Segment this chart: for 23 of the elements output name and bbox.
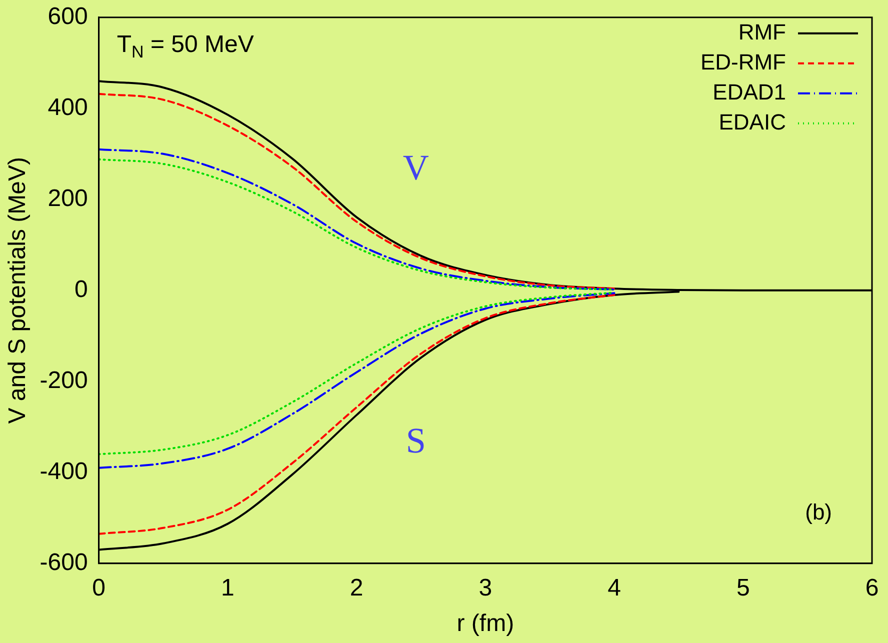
- x-tick-label: 2: [350, 574, 364, 602]
- y-tick-label: -600: [40, 549, 88, 576]
- y-tick-label: 200: [48, 185, 88, 212]
- y-tick-label: -200: [40, 367, 88, 394]
- x-tick-label: 1: [221, 574, 234, 602]
- x-tick-label: 5: [736, 574, 750, 602]
- y-tick-label: 600: [48, 3, 88, 30]
- legend-label: EDAD1: [712, 79, 786, 104]
- y-tick-label: 0: [74, 276, 88, 304]
- x-tick-label: 0: [92, 574, 106, 602]
- legend-label: RMF: [738, 19, 786, 44]
- y-tick-label: -400: [40, 458, 88, 486]
- y-tick-label: 400: [48, 94, 88, 122]
- x-tick-label: 4: [608, 574, 621, 602]
- x-tick-label: 6: [865, 574, 879, 602]
- x-tick-label: 3: [478, 574, 492, 602]
- legend-label: ED-RMF: [700, 49, 786, 74]
- annotation: V: [402, 148, 429, 188]
- annotation: S: [406, 420, 426, 461]
- x-axis-title: r (fm): [456, 610, 514, 638]
- legend-label: EDAIC: [718, 109, 786, 134]
- annotation: (b): [805, 499, 832, 524]
- y-axis-title: V and S potentials (MeV): [4, 156, 32, 424]
